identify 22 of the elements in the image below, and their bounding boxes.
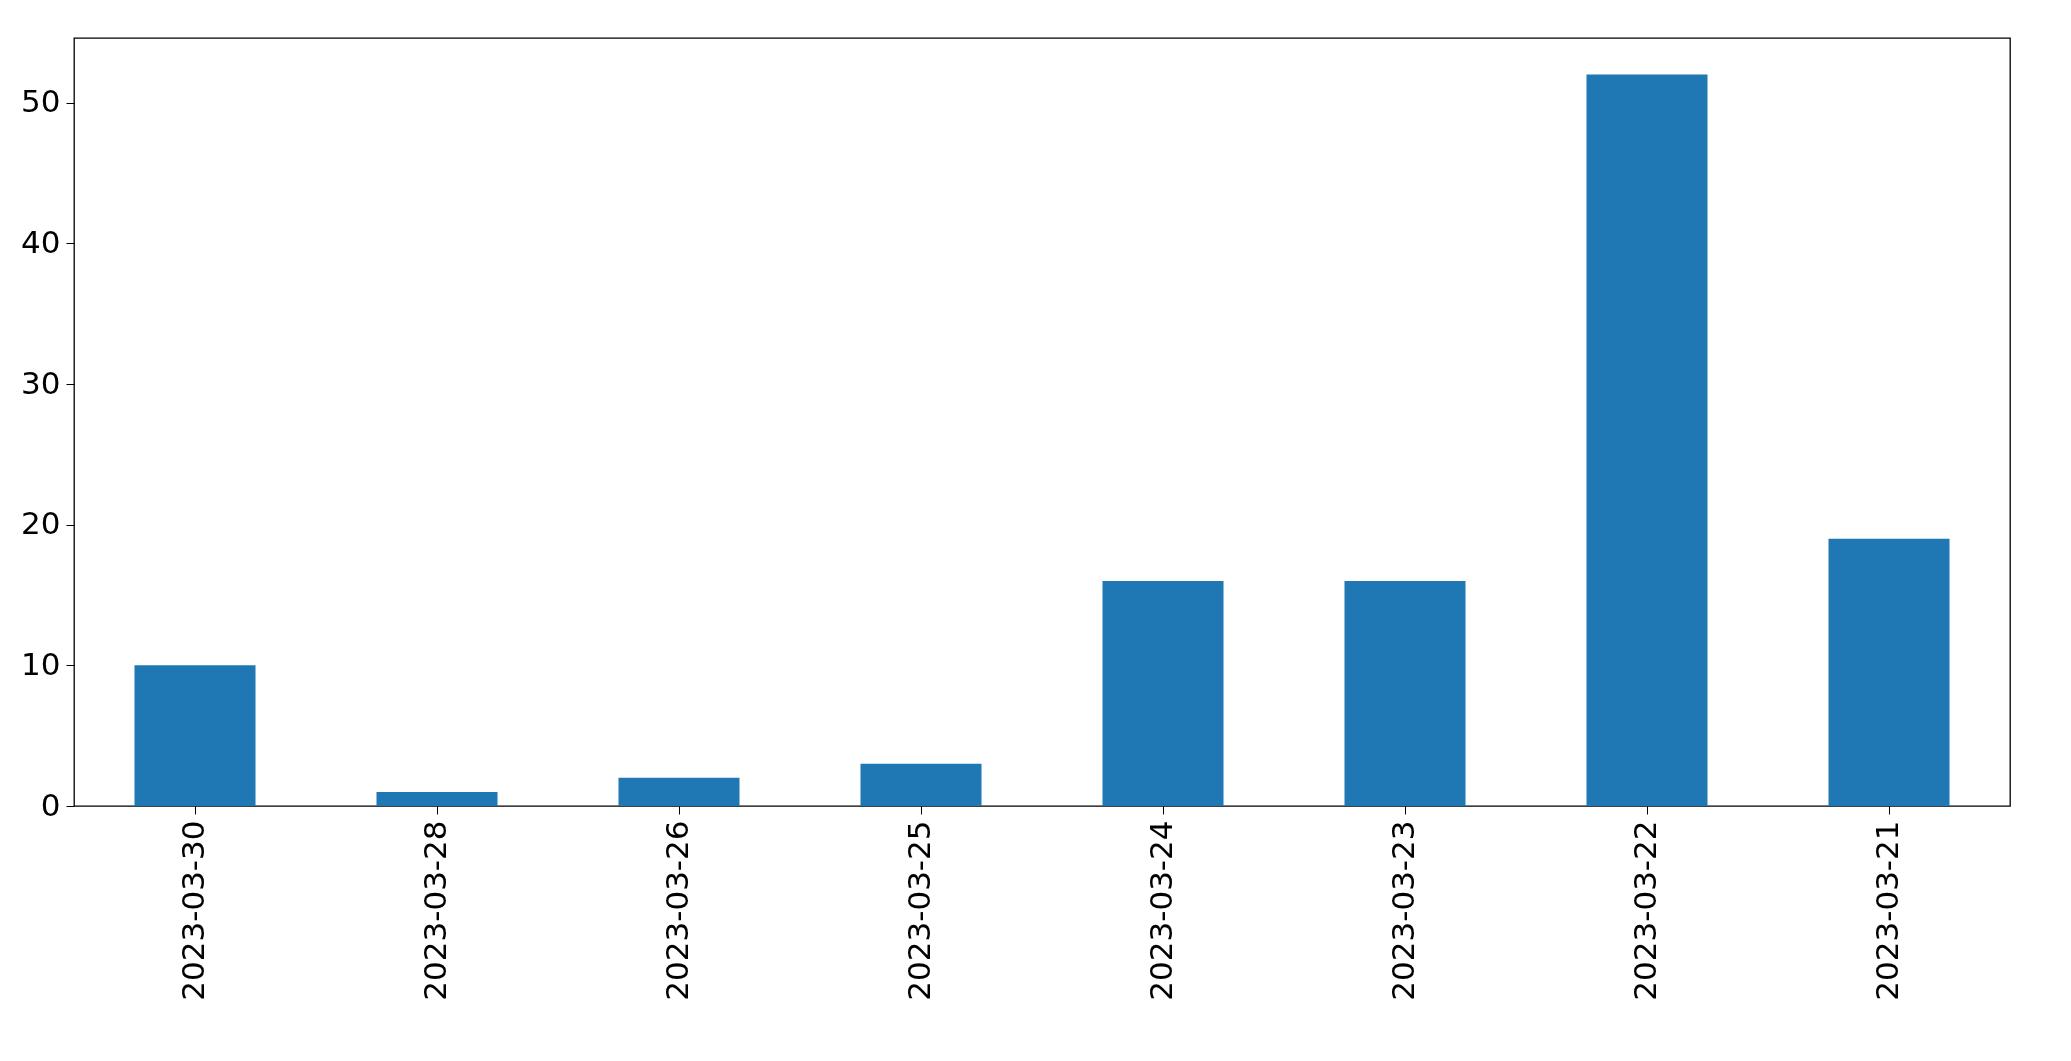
x-tick-label: 2023-03-21 xyxy=(1869,820,1905,1001)
bar xyxy=(1586,74,1708,806)
y-tick-label: 10 xyxy=(21,645,61,682)
y-tick-label: 50 xyxy=(21,83,61,120)
y-tick-label: 0 xyxy=(40,786,61,823)
x-tick-label: 2023-03-26 xyxy=(659,820,695,1001)
y-tick-label: 40 xyxy=(21,223,61,260)
y-tick-label: 20 xyxy=(21,505,61,542)
x-tick-label: 2023-03-30 xyxy=(175,820,211,1001)
bar xyxy=(860,763,982,806)
bar xyxy=(1828,538,1950,806)
x-tick-label: 2023-03-23 xyxy=(1385,820,1421,1001)
bar xyxy=(376,791,498,806)
x-tick-label: 2023-03-28 xyxy=(417,820,453,1001)
bar xyxy=(1102,580,1224,806)
y-tick-label: 30 xyxy=(21,364,61,401)
bar xyxy=(618,777,740,806)
bar xyxy=(1344,580,1466,806)
x-tick-label: 2023-03-22 xyxy=(1627,820,1663,1001)
bar xyxy=(134,665,256,806)
x-tick-label: 2023-03-24 xyxy=(1143,820,1179,1001)
x-tick-label: 2023-03-25 xyxy=(901,820,937,1001)
